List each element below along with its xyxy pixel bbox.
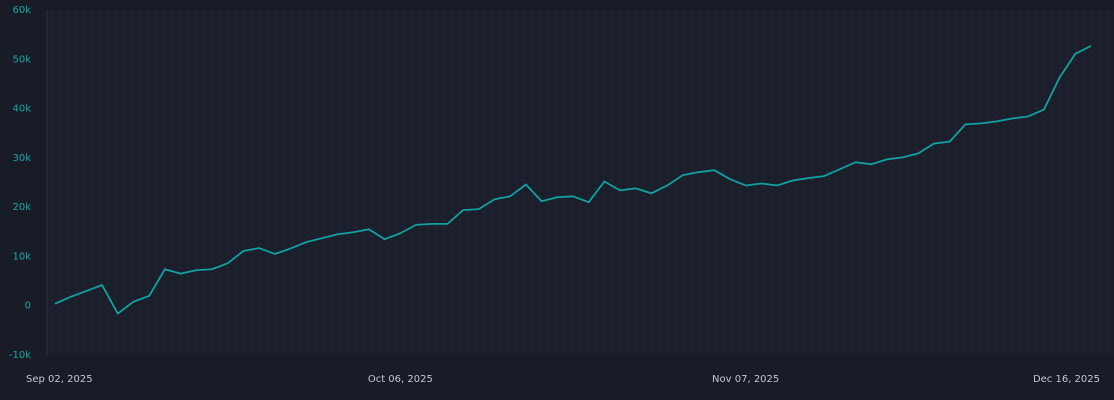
x-tick-label: Oct 06, 2025 [368,374,433,385]
y-tick-label: 0 [25,301,31,312]
y-tick-label: -10k [9,350,31,361]
y-tick-label: 20k [12,202,31,213]
x-tick-label: Sep 02, 2025 [26,374,93,385]
y-tick-label: 60k [12,5,31,16]
plot-dots [47,10,1114,355]
y-tick-label: 50k [12,54,31,65]
x-tick-label: Dec 16, 2025 [1033,374,1100,385]
x-tick-label: Nov 07, 2025 [712,374,779,385]
y-tick-label: 10k [12,251,31,262]
y-tick-label: 40k [12,104,31,115]
y-tick-label: 30k [12,153,31,164]
line-series [54,45,1092,315]
